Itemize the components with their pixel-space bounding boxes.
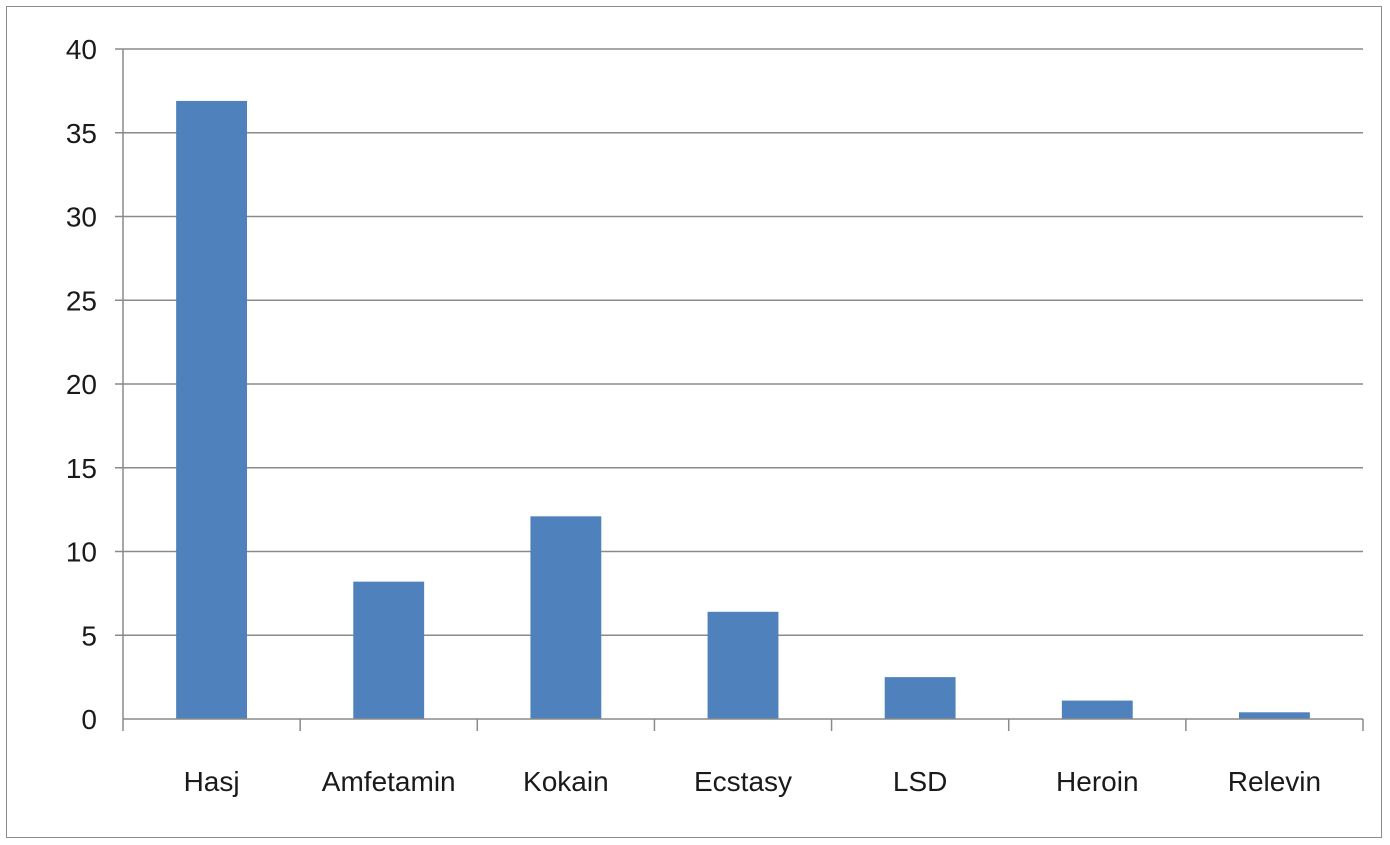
x-category-label: LSD xyxy=(893,766,947,797)
x-category-label: Relevin xyxy=(1228,766,1321,797)
bar-kokain xyxy=(530,516,602,719)
x-axis xyxy=(122,49,1364,731)
x-category-label: Kokain xyxy=(523,766,609,797)
y-tick-label: 40 xyxy=(66,34,97,65)
y-axis-ticks: 0 5 10 15 20 25 30 35 40 xyxy=(66,34,97,735)
x-axis-labels: Hasj Amfetamin Kokain Ecstasy LSD Heroin Relev… xyxy=(184,766,1322,797)
y-tick-label: 30 xyxy=(66,202,97,233)
bar-lsd xyxy=(884,677,956,719)
x-category-label: Hasj xyxy=(184,766,240,797)
y-tick-label: 35 xyxy=(66,118,97,149)
chart-frame: 0 5 10 15 20 25 30 35 40 Hasj Amfetamin Kokain Ecst… xyxy=(6,6,1382,838)
bar-heroin xyxy=(1061,700,1133,719)
bar-ecstasy xyxy=(707,611,779,719)
y-tick-label: 25 xyxy=(66,285,97,316)
bars xyxy=(176,100,1310,720)
x-category-label: Amfetamin xyxy=(322,766,456,797)
bar-chart: 0 5 10 15 20 25 30 35 40 Hasj Amfetamin Kokain Ecst… xyxy=(66,34,1364,797)
bar-amfetamin xyxy=(353,581,425,719)
gridlines xyxy=(115,48,1363,636)
y-tick-label: 15 xyxy=(66,453,97,484)
y-tick-label: 0 xyxy=(81,704,97,735)
x-category-label: Heroin xyxy=(1056,766,1138,797)
y-tick-label: 20 xyxy=(66,369,97,400)
bar-hasj xyxy=(176,100,247,720)
y-tick-label: 5 xyxy=(81,620,97,651)
bar-relevin xyxy=(1239,712,1310,719)
y-tick-label: 10 xyxy=(66,537,97,568)
x-category-label: Ecstasy xyxy=(694,766,792,797)
